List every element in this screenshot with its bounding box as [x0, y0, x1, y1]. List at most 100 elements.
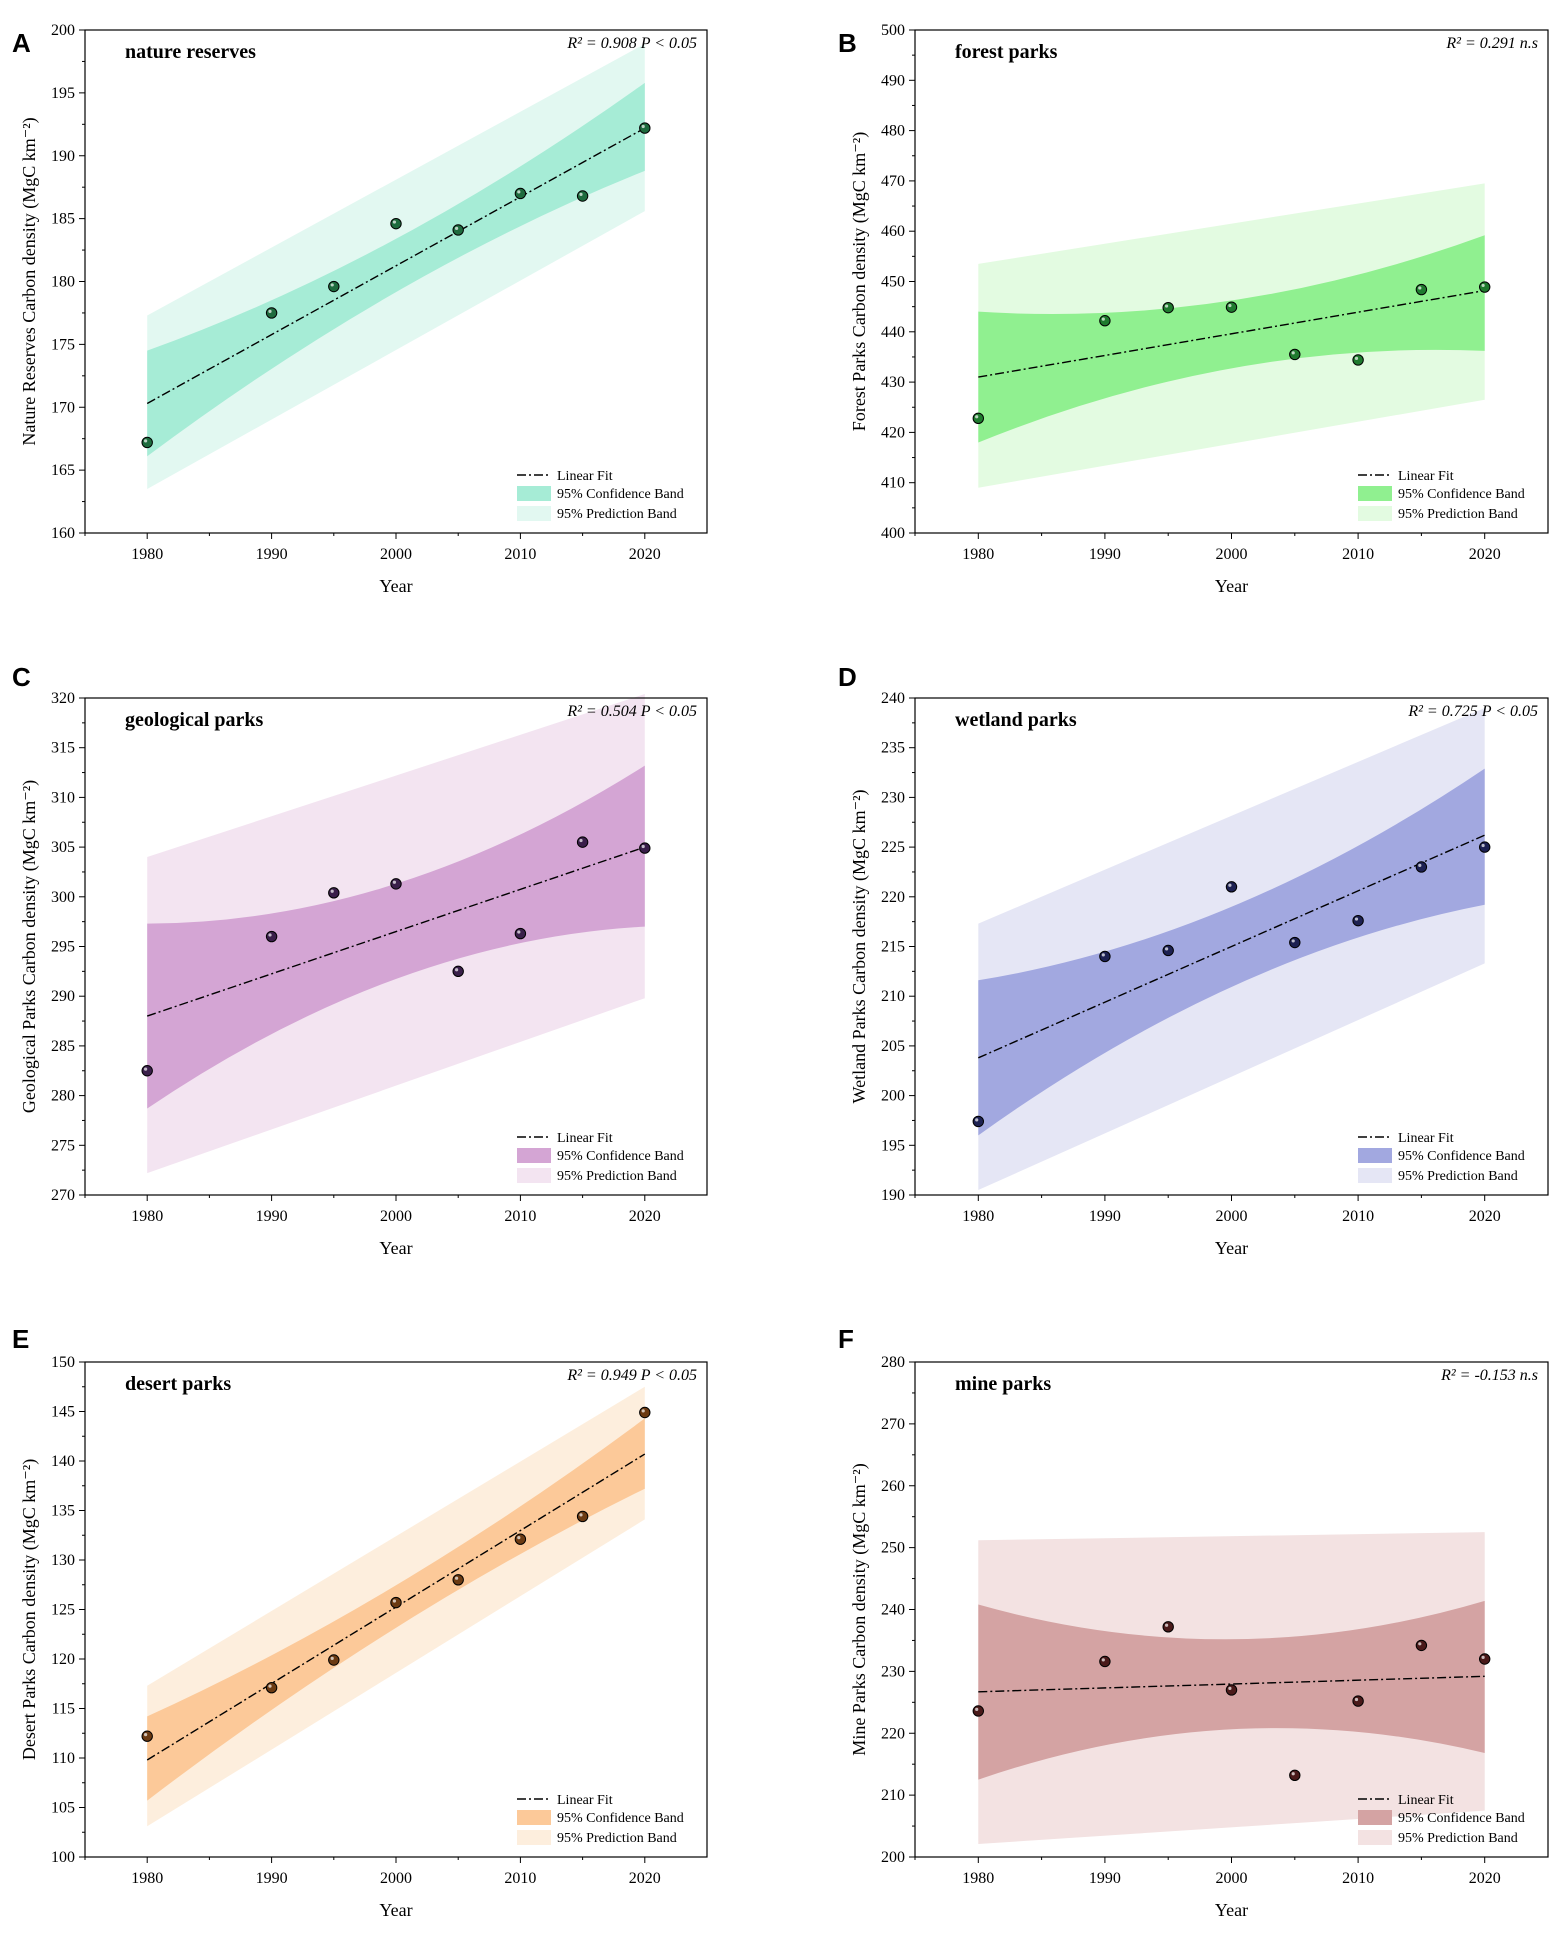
data-point: [1225, 1684, 1238, 1696]
y-tick-label: 135: [51, 1503, 75, 1520]
confidence-band: [978, 768, 1485, 1136]
data-point: [1415, 1639, 1428, 1652]
legend-confidence-label: 95% Confidence Band: [557, 487, 684, 502]
x-tick-label: 1980: [131, 1870, 163, 1887]
y-tick-label: 440: [881, 324, 905, 341]
y-axis-title: Forest Parks Carbon density (MgC km⁻²): [849, 132, 870, 431]
y-tick-label: 280: [881, 1354, 905, 1371]
data-point-highlight: [330, 1656, 334, 1660]
data-point: [1162, 944, 1174, 957]
data-point: [1099, 1655, 1111, 1668]
legend-confidence-label: 95% Confidence Band: [1398, 1811, 1525, 1826]
y-tick-label: 250: [881, 1540, 905, 1557]
data-point: [141, 1730, 153, 1742]
x-tick-label: 2000: [1216, 1870, 1248, 1887]
data-point-highlight: [392, 220, 396, 224]
data-point: [1225, 881, 1238, 893]
legend-confidence-label: 95% Confidence Band: [557, 1811, 684, 1826]
legend-confidence-label: 95% Confidence Band: [1398, 1149, 1525, 1164]
y-tick-label: 410: [881, 475, 905, 492]
legend-confidence-swatch: [517, 1148, 551, 1163]
data-point: [1415, 283, 1428, 296]
x-axis-title: Year: [1215, 1900, 1248, 1920]
x-tick-label: 2010: [1342, 1208, 1374, 1225]
data-point-highlight: [641, 1409, 645, 1413]
data-point: [576, 836, 589, 848]
chart-panel-e: E 100 105 110 115 120 125 130 135 140 145 150 1980 19…: [12, 1324, 708, 1920]
y-tick-label: 420: [881, 424, 905, 441]
linear-fit-line: [146, 127, 646, 405]
y-tick-label: 220: [881, 889, 905, 906]
y-tick-label: 290: [51, 988, 75, 1005]
legend-fit-label: Linear Fit: [1398, 1793, 1454, 1808]
y-axis-title: Desert Parks Carbon density (MgC km⁻²): [19, 1459, 40, 1760]
data-point-highlight: [579, 838, 583, 843]
y-tick-label: 260: [881, 1478, 905, 1495]
legend-fit-label: Linear Fit: [1398, 469, 1454, 484]
x-tick-label: 2020: [1469, 1870, 1501, 1887]
y-tick-label: 270: [51, 1187, 75, 1204]
y-tick-label: 275: [51, 1137, 75, 1154]
data-point: [1289, 936, 1301, 949]
data-point-highlight: [641, 844, 645, 849]
data-point-highlight: [641, 124, 645, 129]
fit-statistics: R² = -0.153 n.s: [1440, 1367, 1538, 1384]
legend-confidence-swatch: [517, 1810, 551, 1825]
data-point-highlight: [975, 1707, 979, 1711]
y-tick-label: 280: [51, 1088, 75, 1105]
y-tick-label: 185: [51, 211, 75, 228]
fit-statistics: R² = 0.291 n.s: [1445, 35, 1538, 52]
panel-letter: C: [12, 662, 31, 692]
data-point-highlight: [392, 1599, 396, 1603]
data-point-highlight: [268, 933, 272, 937]
data-point: [265, 1682, 278, 1694]
x-tick-label: 2010: [504, 546, 536, 563]
y-tick-label: 225: [881, 839, 905, 856]
data-point-highlight: [1418, 286, 1422, 290]
linear-fit-line: [146, 846, 646, 1017]
data-point-highlight: [1354, 356, 1359, 360]
y-tick-label: 190: [51, 148, 75, 165]
panel-letter: A: [12, 28, 31, 58]
legend-prediction-label: 95% Prediction Band: [1398, 1831, 1518, 1846]
data-point-highlight: [1228, 1686, 1232, 1690]
y-tick-label: 200: [51, 22, 75, 39]
data-point-highlight: [1481, 283, 1485, 288]
y-tick-label: 150: [51, 1354, 75, 1371]
legend-confidence-label: 95% Confidence Band: [1398, 487, 1525, 502]
data-point: [1352, 1695, 1364, 1707]
confidence-band: [147, 765, 645, 1109]
x-tick-label: 1990: [256, 1870, 288, 1887]
data-point: [1225, 301, 1238, 313]
x-tick-label: 2010: [504, 1208, 536, 1225]
y-tick-label: 115: [52, 1701, 75, 1718]
data-point: [639, 1406, 651, 1419]
data-point: [265, 930, 278, 943]
data-point: [1479, 281, 1491, 293]
y-tick-label: 300: [51, 889, 75, 906]
x-tick-label: 1990: [256, 546, 288, 563]
data-point-highlight: [975, 415, 979, 419]
data-point: [972, 1115, 984, 1128]
linear-fit-line: [978, 834, 1485, 1059]
legend-prediction-swatch: [517, 1168, 551, 1183]
data-point-highlight: [1165, 304, 1169, 308]
data-point: [514, 1533, 527, 1545]
chart-panel-d: D 190 195 200 205 210 215 220 225 230 235 240 1980 19…: [838, 662, 1549, 1258]
y-tick-label: 230: [881, 789, 905, 806]
x-tick-label: 1990: [256, 1208, 288, 1225]
data-point: [390, 217, 402, 230]
y-tick-label: 175: [51, 336, 75, 353]
legend-prediction-label: 95% Prediction Band: [1398, 507, 1518, 522]
legend-prediction-label: 95% Prediction Band: [557, 1169, 677, 1184]
x-axis-title: Year: [379, 1238, 412, 1258]
data-point: [390, 1596, 402, 1609]
y-tick-label: 195: [881, 1137, 905, 1154]
data-point: [639, 122, 651, 134]
x-tick-label: 1980: [962, 1870, 994, 1887]
x-tick-label: 2020: [629, 1208, 661, 1225]
y-tick-label: 295: [51, 939, 75, 956]
x-tick-label: 2010: [504, 1870, 536, 1887]
data-point-highlight: [268, 309, 272, 313]
legend-confidence-swatch: [1358, 1810, 1392, 1825]
